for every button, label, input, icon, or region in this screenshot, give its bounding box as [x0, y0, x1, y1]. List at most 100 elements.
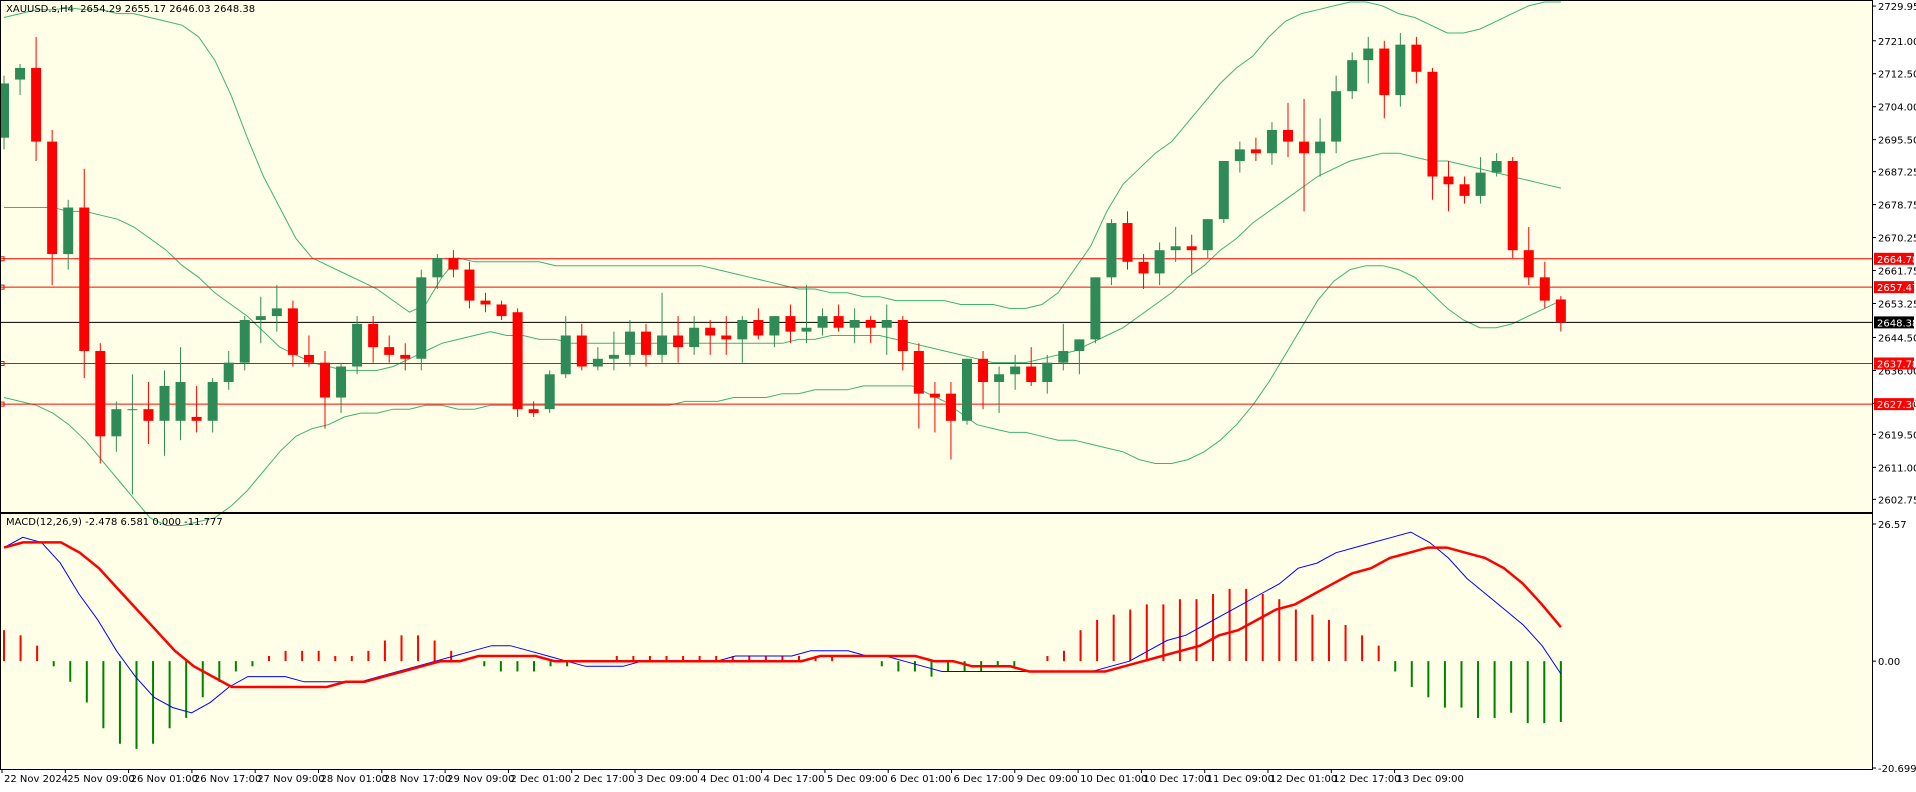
candle-bull — [1058, 351, 1069, 363]
candle-bear — [945, 393, 956, 421]
candle-bear — [865, 319, 876, 328]
time-tick-label: 28 Nov 01:00 — [321, 774, 388, 785]
candle-bull — [1074, 339, 1085, 352]
candle-bear — [1427, 71, 1438, 177]
candle-bear — [721, 335, 732, 340]
candle-bear — [1186, 246, 1197, 251]
macd-axis: 26.57 0.00 -20.699 — [1872, 520, 1916, 775]
time-tick-label: 2 Dec 01:00 — [510, 774, 571, 785]
candle-bull — [624, 331, 635, 355]
candle-bull — [0, 83, 9, 138]
level-handle[interactable] — [0, 284, 5, 290]
price-pane-frame — [0, 0, 1873, 513]
candle-bull — [239, 319, 250, 363]
candle-bear — [95, 351, 106, 437]
price-tick-label: 2687.25 — [1878, 168, 1916, 179]
candle-bear — [1026, 366, 1037, 383]
bollinger-bands — [3, 1, 1562, 526]
candle-bear — [31, 67, 42, 142]
time-tick-label: 4 Dec 01:00 — [700, 774, 761, 785]
price-tick-label: 2729.95 — [1878, 2, 1916, 13]
candle-bear — [753, 319, 764, 336]
macd-line — [3, 531, 1562, 714]
time-tick-label: 2 Dec 17:00 — [574, 774, 635, 785]
macd-indicator — [3, 531, 1562, 749]
candle-bull — [801, 327, 812, 332]
candle-bear — [1250, 149, 1261, 154]
price-tick-label: 2611.00 — [1878, 463, 1916, 474]
candle-bear — [287, 308, 298, 355]
candle-bear — [1523, 250, 1534, 278]
price-axis: 2729.95 2721.00 2712.50 2704.00 2695.50 2687.… — [1872, 2, 1916, 506]
candle-bear — [512, 312, 523, 410]
bollinger-middle-line — [4, 152, 1562, 371]
candle-bull — [657, 335, 668, 355]
candle-bull — [416, 277, 427, 359]
price-tick-label: 2619.50 — [1878, 430, 1916, 441]
candle-bear — [448, 257, 459, 270]
macd-tick-label: 26.57 — [1878, 520, 1907, 531]
candle-bull — [1202, 219, 1213, 251]
time-tick-label: 12 Dec 01:00 — [1270, 774, 1337, 785]
candle-bear — [496, 304, 507, 317]
candle-bull — [255, 316, 266, 320]
candle-bull — [1475, 172, 1486, 196]
level-handle[interactable] — [0, 401, 5, 407]
candle-bear — [913, 351, 924, 394]
candle-bear — [1459, 184, 1470, 196]
candle-bear — [47, 141, 58, 255]
time-tick-label: 4 Dec 17:00 — [764, 774, 825, 785]
horizontal-levels[interactable]: 2664.78 2657.47 2637.78 2627.30 2648.38 — [0, 252, 1916, 411]
candle-bear — [1299, 141, 1310, 154]
candle-bear — [303, 354, 314, 363]
candle-bull — [432, 257, 443, 278]
candle-bull — [223, 362, 234, 383]
candle-bear — [384, 347, 395, 355]
time-tick-label: 5 Dec 09:00 — [827, 774, 888, 785]
candle-bear — [79, 207, 90, 352]
candle-bull — [1347, 60, 1358, 92]
candle-bull — [1266, 129, 1277, 154]
level-price-tag — [1874, 357, 1914, 370]
level-handle[interactable] — [0, 256, 5, 262]
candle-bull — [544, 374, 555, 410]
price-tick-label: 2704.00 — [1878, 103, 1916, 114]
candle-bull — [1331, 91, 1342, 142]
price-tick-label: 2636.00 — [1878, 366, 1916, 377]
candle-bull — [111, 409, 122, 437]
price-tick-label: 2653.25 — [1878, 300, 1916, 311]
candle-bull — [159, 385, 170, 421]
candle-bear — [400, 354, 411, 359]
candle-bull — [849, 319, 860, 328]
candle-bear — [1443, 176, 1454, 185]
candle-bear — [576, 335, 587, 367]
candle-bull — [962, 358, 972, 421]
candle-bull — [881, 319, 892, 328]
candle-bull — [737, 319, 748, 340]
time-tick-label: 10 Dec 17:00 — [1143, 774, 1210, 785]
time-tick-label: 3 Dec 09:00 — [637, 774, 698, 785]
level-handle[interactable] — [0, 360, 5, 366]
macd-pane-frame — [0, 513, 1873, 770]
symbol-header: XAUUSD.s,H4 2654.29 2655.17 2646.03 2648… — [6, 4, 256, 15]
candle-bull — [127, 409, 138, 411]
time-tick-label: 13 Dec 09:00 — [1397, 774, 1464, 785]
candle-bull — [271, 308, 282, 317]
candle-bear — [641, 331, 651, 355]
time-tick-label: 12 Dec 17:00 — [1333, 774, 1400, 785]
macd-signal-line — [3, 541, 1562, 689]
time-tick-label: 26 Nov 17:00 — [194, 774, 261, 785]
candle-bull — [1315, 141, 1326, 154]
candle-bear — [480, 300, 491, 305]
price-tick-label: 2721.00 — [1878, 37, 1916, 48]
candle-bear — [368, 323, 379, 348]
macd-header: MACD(12,26,9) -2.478 6.581 0.000 -11.777 — [6, 517, 223, 528]
candle-bear — [1555, 299, 1566, 323]
time-tick-label: 9 Dec 09:00 — [1017, 774, 1078, 785]
time-tick-label: 25 Nov 09:00 — [67, 774, 134, 785]
price-tick-label: 2661.75 — [1878, 267, 1916, 278]
level-price-tag-label: 2627.30 — [1877, 400, 1916, 411]
candle-bear — [978, 358, 989, 383]
